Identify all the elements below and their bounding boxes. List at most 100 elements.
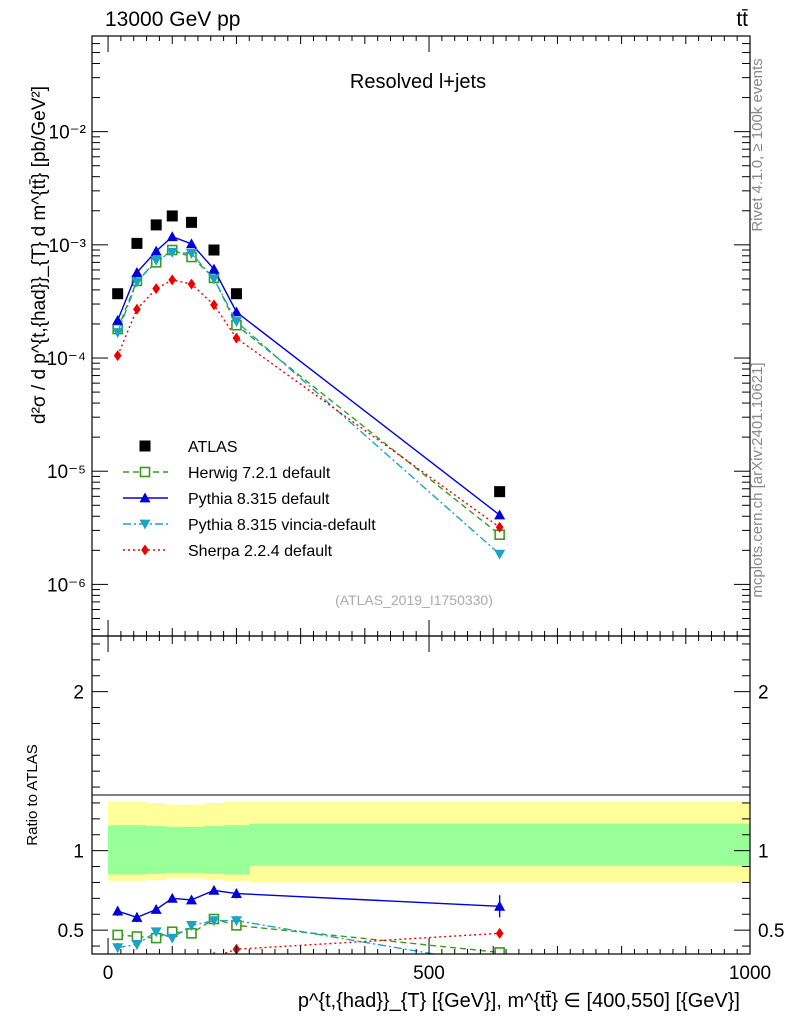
ratio-point-herwig xyxy=(112,929,123,941)
axes-layer: 10⁻⁶ 10⁻⁵ 10⁻⁴ 10⁻³ 10⁻² 0.5 0.5 1 1 2 2 0 500 1000 xyxy=(47,35,784,984)
ratio-point-pythia xyxy=(150,903,162,914)
process-label: tt̄ xyxy=(736,8,748,31)
main-line-vincia xyxy=(117,251,501,555)
legend-marker-atlas xyxy=(139,440,151,452)
main-point-pythia xyxy=(494,509,506,520)
ratio-point-pythia xyxy=(494,900,506,911)
mcplots-source-note: mcplots.cern.ch [arXiv:2401.10621] xyxy=(749,362,766,597)
main-point-sherpa xyxy=(232,332,241,344)
ratio-y-axis-label: Ratio to ATLAS xyxy=(24,744,41,845)
main-point-atlas xyxy=(112,288,124,300)
ratio-point-vincia xyxy=(230,916,242,927)
ratio-point-vincia xyxy=(186,920,198,931)
main-line-pythia xyxy=(117,235,501,516)
main-point-atlas xyxy=(150,219,162,231)
ratio-point-pythia xyxy=(186,894,198,905)
ratio-point-sherpa xyxy=(188,960,196,971)
main-point-atlas xyxy=(494,486,506,498)
main-y-tick-label: 10⁻⁵ xyxy=(47,462,86,483)
ratio-y-tick-label-right: 0.5 xyxy=(758,921,784,942)
main-point-vincia xyxy=(166,247,178,258)
main-point-sherpa xyxy=(168,274,177,286)
ratio-y-tick-label-left: 1 xyxy=(73,842,84,863)
main-point-sherpa xyxy=(152,283,161,295)
analysis-label: (ATLAS_2019_I1750330) xyxy=(335,592,493,608)
ratio-point-pythia xyxy=(208,884,220,895)
main-point-pythia xyxy=(186,238,198,249)
main-point-vincia xyxy=(186,249,198,259)
ratio-plot-frame xyxy=(91,635,751,955)
main-line-sherpa xyxy=(117,279,501,528)
main-point-sherpa xyxy=(495,521,504,533)
ratio-y-tick-label-left: 2 xyxy=(73,683,84,704)
main-y-tick-label: 10⁻² xyxy=(49,123,87,144)
main-point-pythia xyxy=(166,231,178,242)
main-point-pythia xyxy=(131,266,143,277)
main-point-sherpa xyxy=(133,303,141,315)
main-point-pythia xyxy=(150,245,162,256)
main-point-sherpa xyxy=(113,350,122,362)
ratio-point-sherpa xyxy=(133,963,141,974)
ratio-point-sherpa xyxy=(495,927,504,939)
legend-marker-vincia xyxy=(139,519,151,530)
ratio-point-vincia xyxy=(112,943,124,954)
main-point-pythia xyxy=(112,314,124,325)
rivet-version-note: Rivet 4.1.0, ≥ 100k events xyxy=(749,58,766,231)
legend-label-herwig: Herwig 7.2.1 default xyxy=(188,465,331,482)
ratio-uncertainty-band xyxy=(108,801,750,883)
main-point-atlas xyxy=(230,288,242,300)
inner-uncertainty-band xyxy=(108,823,750,875)
legend-marker-herwig xyxy=(139,466,151,478)
ratio-point-herwig xyxy=(131,931,143,942)
main-point-vincia xyxy=(494,549,506,560)
main-point-vincia xyxy=(230,317,242,328)
legend-label-vincia: Pythia 8.315 vincia-default xyxy=(188,517,376,534)
legend-label-sherpa: Sherpa 2.2.4 default xyxy=(188,543,333,560)
legend-label-atlas: ATLAS xyxy=(188,439,238,456)
x-tick-label: 0 xyxy=(103,963,114,984)
main-point-vincia xyxy=(131,277,143,288)
plot-title: Resolved l+jets xyxy=(350,71,486,93)
main-y-tick-label: 10⁻⁶ xyxy=(47,575,86,596)
main-point-atlas xyxy=(166,210,178,222)
ratio-y-tick-label-left: 0.5 xyxy=(58,921,84,942)
ratio-point-pythia xyxy=(230,888,242,898)
main-point-vincia xyxy=(208,274,220,285)
ratio-point-herwig xyxy=(494,947,505,954)
ratio-y-tick-label-right: 2 xyxy=(758,683,769,704)
main-point-vincia xyxy=(112,328,124,339)
main-point-pythia xyxy=(230,306,242,317)
main-series-layer xyxy=(112,210,506,560)
main-y-tick-label: 10⁻⁴ xyxy=(47,349,86,370)
main-point-sherpa xyxy=(187,278,196,290)
main-point-atlas xyxy=(186,216,198,228)
legend: ATLAS Herwig 7.2.1 default Pythia 8.315 de… xyxy=(123,439,376,560)
ratio-point-pythia xyxy=(131,911,143,922)
ratio-y-tick-label-right: 1 xyxy=(758,842,769,863)
main-point-atlas xyxy=(131,237,143,249)
energy-label: 13000 GeV pp xyxy=(105,8,240,31)
main-point-vincia xyxy=(150,255,162,266)
ratio-point-vincia xyxy=(166,933,178,944)
legend-marker-pythia xyxy=(139,492,151,503)
ratio-point-vincia xyxy=(150,927,162,938)
main-point-pythia xyxy=(208,263,220,274)
ratio-point-sherpa xyxy=(168,961,176,972)
legend-marker-sherpa xyxy=(141,544,149,556)
ratio-point-vincia xyxy=(208,916,220,927)
main-point-sherpa xyxy=(210,299,218,311)
x-tick-label: 500 xyxy=(413,963,445,984)
ratio-point-sherpa xyxy=(212,951,216,954)
ratio-point-pythia xyxy=(112,905,124,916)
main-y-axis-label: d²σ / d p^{t,{had}}_{T} d m^{tt̄} [pb/Ge… xyxy=(29,86,50,424)
legend-label-pythia: Pythia 8.315 default xyxy=(188,491,330,508)
ratio-point-sherpa xyxy=(152,961,160,972)
ratio-point-sherpa xyxy=(114,960,122,971)
main-y-tick-label: 10⁻³ xyxy=(49,236,87,257)
x-tick-label: 1000 xyxy=(729,963,771,984)
ratio-line-pythia xyxy=(117,889,500,919)
main-point-atlas xyxy=(208,244,220,256)
ratio-series-layer xyxy=(112,884,506,974)
ratio-point-pythia xyxy=(166,892,178,903)
